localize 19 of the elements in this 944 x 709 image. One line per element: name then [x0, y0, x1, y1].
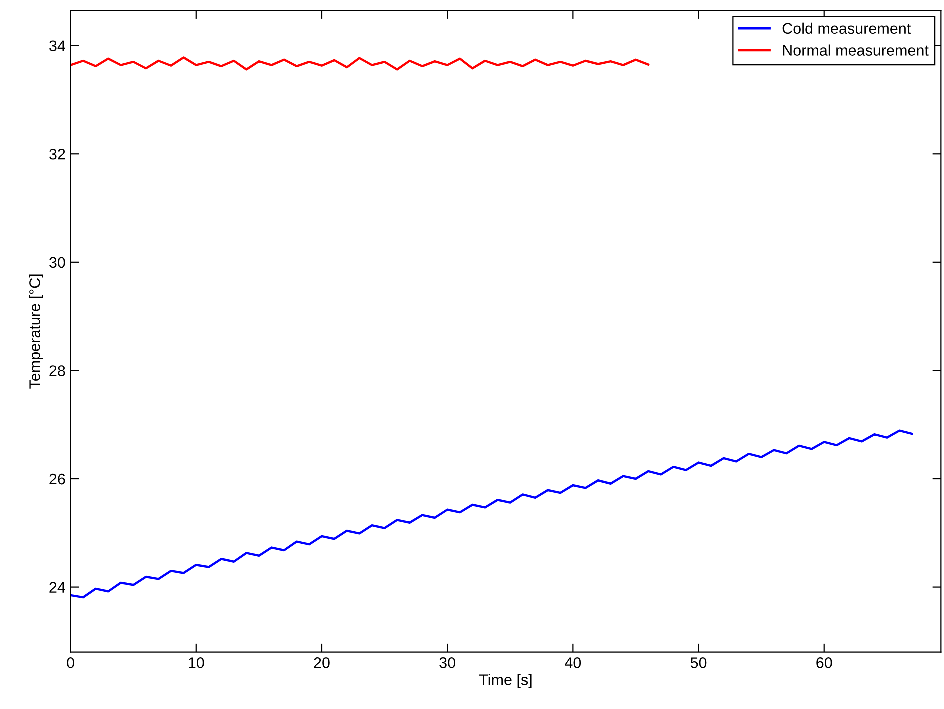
y-tick-label: 28 [50, 366, 66, 376]
x-tick-label: 40 [565, 658, 582, 668]
y-tick-label: 34 [50, 40, 66, 52]
line-series [70, 56, 650, 71]
y-tick-label: 30 [50, 257, 66, 268]
y-tick-label: 32 [50, 148, 66, 160]
x-tick-label: 30 [440, 658, 456, 668]
legend-label: Normal measurement [783, 44, 929, 56]
line-series [70, 430, 914, 599]
y-tick-label: 24 [50, 582, 66, 593]
x-tick-label: 10 [189, 658, 204, 668]
x-tick-label: 60 [816, 658, 832, 668]
legend-label: Cold measurement [782, 22, 912, 34]
x-tick-label: 50 [690, 658, 707, 668]
x-tick-label: 20 [314, 658, 330, 668]
x-tick-label: 0 [67, 658, 74, 668]
y-tick-label: 26 [50, 474, 66, 485]
x-axis-title: Time [s] [479, 674, 532, 688]
y-axis-title: Temperature [°C] [29, 274, 44, 389]
